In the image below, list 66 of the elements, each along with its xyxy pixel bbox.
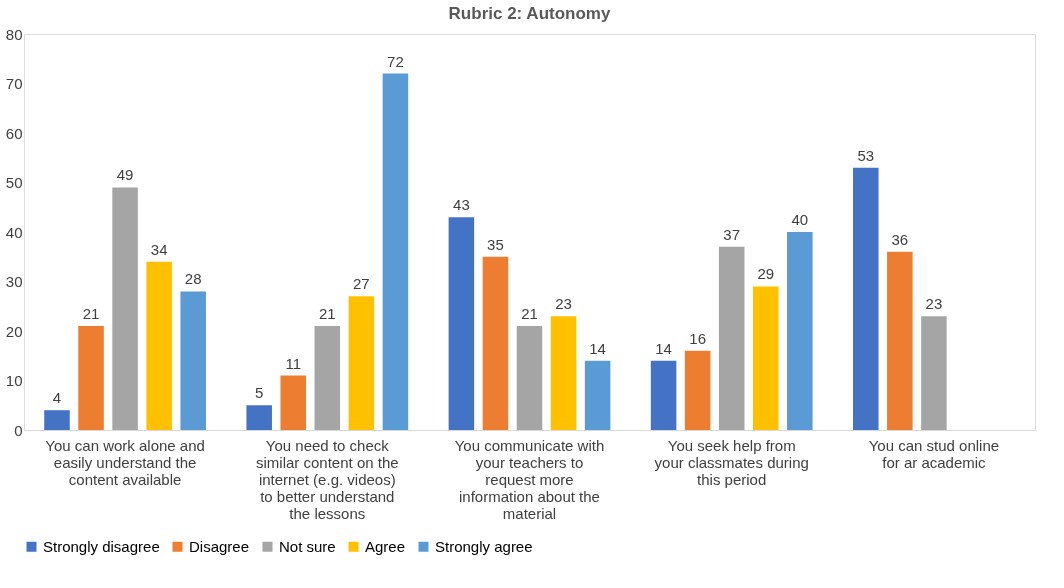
x-tick-label: You communicate with your teachers to request more information about the material (454, 436, 605, 522)
data-label: 23 (555, 295, 572, 313)
data-label: 21 (82, 305, 100, 323)
bar (348, 296, 375, 430)
bar (752, 286, 779, 430)
data-label: 4 (52, 389, 62, 407)
x-tick-label: You seek help from your classmates during this period (654, 436, 809, 488)
data-label: 34 (150, 240, 168, 258)
bar (887, 251, 913, 430)
bar (684, 350, 711, 430)
data-label: 27 (353, 275, 370, 293)
data-label: 5 (255, 384, 264, 402)
legend-label: Strongly disagree (43, 537, 160, 555)
bar (853, 167, 879, 430)
data-label: 29 (757, 265, 775, 283)
data-label: 53 (857, 146, 875, 164)
data-label: 35 (487, 235, 504, 253)
bar (112, 187, 138, 430)
data-label: 14 (655, 339, 672, 357)
data-label: 23 (925, 295, 943, 313)
legend-label: Strongly agree (435, 537, 533, 555)
legend-label: Disagree (189, 537, 250, 555)
bar (180, 291, 206, 430)
data-label: 40 (791, 211, 809, 228)
data-label: 11 (285, 354, 302, 372)
bar (787, 232, 813, 430)
y-tick-label: 70 (5, 75, 23, 92)
y-tick-label: 0 (14, 421, 23, 439)
data-label: 37 (723, 225, 741, 243)
data-label: 43 (453, 196, 470, 214)
data-label: 49 (116, 166, 134, 184)
x-tick-label: You need to check similar content on the internet (e.g. videos) to better understand the lessons (256, 436, 399, 522)
data-label: 36 (891, 230, 909, 248)
legend-label: Not sure (279, 537, 336, 555)
data-label: 16 (689, 329, 706, 347)
bar (650, 360, 677, 430)
y-tick-label: 30 (5, 273, 23, 290)
bar (78, 326, 104, 430)
y-tick-label: 20 (5, 322, 23, 340)
y-tick-label: 60 (5, 124, 23, 142)
data-label: 14 (589, 339, 606, 357)
bar (584, 360, 611, 430)
bar (246, 405, 272, 430)
bar (146, 261, 172, 430)
data-label: 21 (521, 305, 538, 323)
y-tick-label: 80 (5, 25, 23, 43)
chart-title: Rubric 2: Autonomy (448, 4, 611, 23)
data-label: 21 (318, 305, 336, 323)
bar (280, 375, 307, 430)
y-tick-label: 50 (5, 174, 23, 191)
bar (448, 217, 475, 430)
bar (516, 326, 543, 430)
data-label: 28 (184, 270, 202, 288)
bar (550, 316, 577, 430)
data-label: 72 (387, 52, 404, 70)
bar (382, 73, 409, 430)
x-tick-label: You can work alone and easily understand the content available (45, 436, 205, 488)
bar (718, 246, 745, 430)
y-tick-label: 40 (5, 223, 23, 241)
x-tick-label: You can stud online for ar academic (868, 436, 1000, 471)
bar (921, 316, 947, 430)
bar (482, 256, 509, 430)
bar (314, 326, 341, 430)
bar (44, 410, 70, 430)
legend-label: Agree (365, 537, 406, 555)
y-tick-label: 10 (5, 372, 23, 389)
